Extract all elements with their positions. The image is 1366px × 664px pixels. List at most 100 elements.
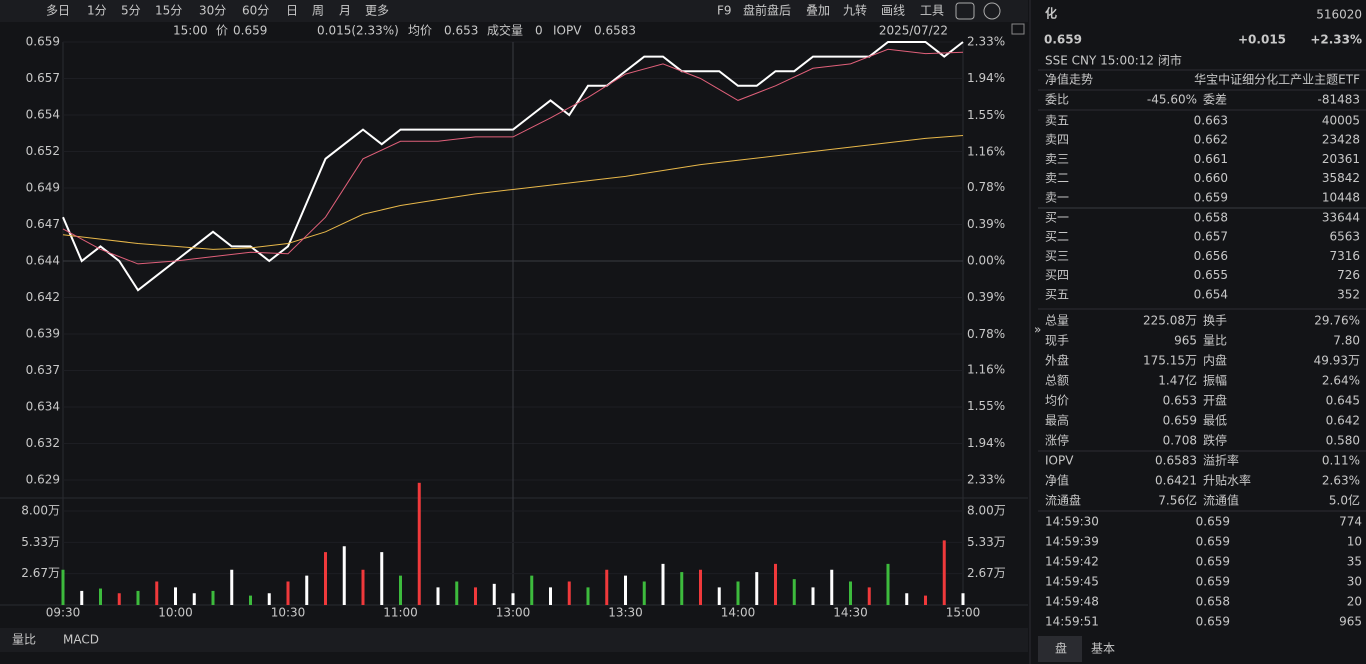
info-item: 0 — [535, 24, 543, 38]
volume-bar — [699, 569, 702, 605]
y2-tick-label: 1.55% — [967, 399, 1005, 413]
y-tick-label: 0.644 — [26, 254, 60, 268]
y-tick-label: 0.652 — [26, 144, 60, 158]
period-tab[interactable]: 更多 — [365, 4, 389, 18]
book-price: 0.663 — [1194, 114, 1228, 128]
volume-bar — [717, 587, 721, 605]
collapse-icon[interactable]: » — [1034, 323, 1041, 337]
stat-label: 振幅 — [1203, 373, 1227, 388]
help-icon[interactable] — [983, 2, 1001, 20]
volume-bar — [399, 575, 402, 605]
indicator-tab[interactable]: MACD — [63, 633, 99, 647]
period-tab[interactable]: 周 — [312, 4, 324, 18]
volume-bar — [605, 569, 609, 605]
book-price: 0.658 — [1194, 211, 1228, 225]
stat-value: 29.76% — [1314, 314, 1360, 328]
period-tab[interactable]: 多日 — [46, 4, 70, 18]
y-tick-label: 0.659 — [26, 35, 60, 49]
y2-tick-label: 0.39% — [967, 290, 1005, 304]
book-label: 卖四 — [1045, 133, 1069, 147]
y-tick-label: 0.654 — [26, 108, 60, 122]
stat-label: 最高 — [1045, 413, 1069, 428]
stat-value: 0.11% — [1322, 454, 1360, 468]
volume-bar — [961, 593, 965, 605]
volume-bar — [61, 569, 65, 605]
tool-button[interactable]: 画线 — [881, 4, 905, 18]
volume-bar — [924, 595, 927, 605]
tool-button[interactable]: 九转 — [843, 3, 867, 18]
period-tab[interactable]: 月 — [339, 4, 351, 18]
volume-bar — [755, 572, 759, 605]
y2-tick-label: 1.94% — [967, 71, 1005, 85]
change-pct: +2.33% — [1310, 33, 1362, 47]
tool-button[interactable]: 工具 — [920, 4, 944, 18]
stat-value: 0.6421 — [1155, 474, 1197, 488]
stat-value: 2.64% — [1322, 374, 1360, 388]
tool-button[interactable]: F9 — [717, 4, 732, 18]
volume-bar — [286, 581, 290, 605]
volume-bar — [586, 587, 590, 605]
x-tick-label: 14:30 — [833, 606, 868, 620]
stat-label: IOPV — [1045, 454, 1074, 468]
book-price: 0.654 — [1194, 287, 1228, 301]
toolbar — [0, 0, 1028, 22]
stat-value: 7.80 — [1333, 334, 1360, 348]
book-label: 买二 — [1045, 230, 1069, 244]
stat-label: 涨停 — [1045, 433, 1069, 448]
trade-price: 0.659 — [1196, 575, 1230, 589]
stat-value: -81483 — [1317, 93, 1360, 107]
y2-tick-label: 1.16% — [967, 144, 1005, 158]
book-volume: 10448 — [1322, 190, 1360, 204]
info-item: 0.6583 — [594, 24, 636, 38]
volume-bar — [99, 588, 102, 605]
meta: SSE CNY 15:00:12 闭市 — [1045, 53, 1182, 68]
x-tick-label: 09:30 — [46, 606, 81, 620]
indicator-tab[interactable]: 量比 — [12, 633, 36, 647]
y-tick-label: 0.642 — [26, 290, 60, 304]
period-tab[interactable]: 15分 — [155, 4, 182, 18]
panel-tab[interactable]: 基本 — [1091, 642, 1115, 656]
trade-price: 0.659 — [1196, 535, 1230, 549]
volume-bar — [230, 569, 234, 605]
book-price: 0.657 — [1194, 230, 1228, 244]
volume-bar — [417, 482, 421, 605]
trade-volume: 20 — [1347, 595, 1362, 609]
trade-time: 14:59:30 — [1045, 515, 1099, 529]
x-tick-label: 13:30 — [608, 606, 643, 620]
y2-tick-label: 0.78% — [967, 180, 1005, 194]
tool-button[interactable]: 叠加 — [806, 4, 830, 18]
info-item: 0.659 — [233, 24, 267, 38]
x-tick-label: 10:30 — [271, 606, 306, 620]
nav-label[interactable]: 净值走势 — [1045, 72, 1093, 87]
period-tab[interactable]: 1分 — [87, 4, 107, 18]
x-tick-label: 11:00 — [383, 606, 418, 620]
stat-label: 委比 — [1045, 93, 1069, 107]
volume-bar — [736, 581, 740, 605]
info-item: 0.653 — [444, 24, 478, 38]
trade-time: 14:59:48 — [1045, 595, 1099, 609]
book-price: 0.660 — [1194, 171, 1228, 185]
stat-label: 委差 — [1203, 93, 1227, 107]
period-tab[interactable]: 30分 — [199, 4, 226, 18]
stat-label: 流通盘 — [1045, 493, 1081, 508]
last-price: 0.659 — [1044, 33, 1082, 47]
period-tab[interactable]: 日 — [286, 4, 298, 18]
panel-tab[interactable]: 盘 — [1055, 641, 1067, 656]
volume-bar — [380, 552, 384, 605]
stat-label: 内盘 — [1203, 353, 1227, 368]
volume-bar — [174, 587, 177, 605]
stat-value: 49.93万 — [1314, 354, 1360, 368]
info-item: 价 — [216, 24, 228, 38]
book-volume: 40005 — [1322, 114, 1360, 128]
settings-icon[interactable] — [955, 2, 975, 20]
wp-icon[interactable] — [1011, 23, 1025, 35]
tool-button[interactable]: 盘前盘后 — [743, 3, 791, 18]
tab-active[interactable] — [1038, 636, 1082, 662]
stat-value: 175.15万 — [1143, 354, 1197, 368]
book-volume: 33644 — [1322, 211, 1360, 225]
book-price: 0.659 — [1194, 190, 1228, 204]
period-tab[interactable]: 60分 — [242, 4, 269, 18]
volume-bar — [324, 552, 327, 605]
period-tab[interactable]: 5分 — [121, 4, 141, 18]
